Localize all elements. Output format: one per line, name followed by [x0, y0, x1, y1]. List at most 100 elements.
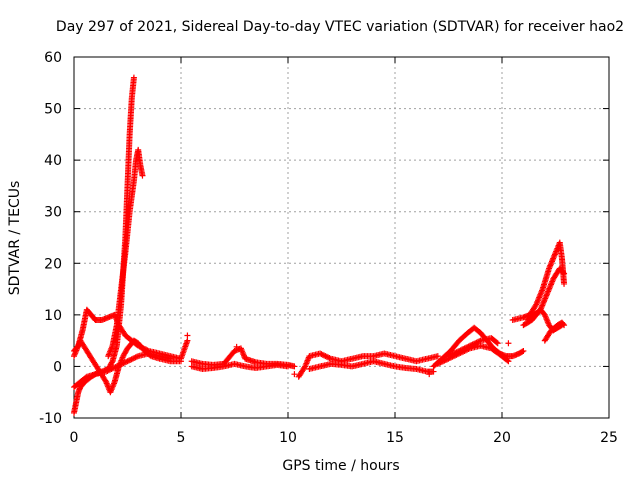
data-point	[461, 345, 468, 352]
y-tick-label: 10	[44, 308, 62, 324]
data-point	[520, 347, 527, 354]
data-point	[466, 342, 473, 349]
data-point	[469, 341, 476, 348]
data-point	[453, 349, 460, 356]
data-point	[120, 360, 127, 367]
series-track-l	[445, 335, 501, 360]
data-point	[107, 366, 114, 373]
data-point	[116, 362, 123, 369]
y-tick-label: 30	[44, 205, 62, 221]
outlier-point	[291, 371, 298, 378]
data-point	[123, 358, 130, 365]
series-track-d	[71, 337, 184, 396]
series-track-k	[434, 342, 512, 367]
outlier-point	[184, 332, 191, 339]
data-point	[108, 359, 115, 366]
x-tick-label: 20	[493, 430, 511, 446]
data-point	[473, 339, 480, 346]
data-point	[133, 353, 140, 360]
outlier-point	[505, 340, 512, 347]
data-point	[323, 353, 330, 360]
data-point	[561, 270, 568, 277]
data-point	[112, 364, 119, 371]
series-track-b	[105, 146, 146, 360]
data-point	[317, 350, 324, 357]
data-point	[119, 360, 126, 367]
data-point	[103, 368, 110, 375]
data-point	[462, 344, 469, 351]
data-point	[108, 366, 115, 373]
series-track-i	[306, 358, 437, 375]
data-point	[124, 358, 131, 365]
x-tick-label: 10	[279, 430, 297, 446]
data-point	[456, 347, 463, 354]
data-point	[111, 364, 118, 371]
x-tick-label: 25	[600, 430, 618, 446]
data-point	[454, 348, 461, 355]
data-point	[129, 355, 136, 362]
x-axis-label: GPS time / hours	[282, 458, 399, 474]
x-tick-label: 0	[70, 430, 79, 446]
data-point	[472, 340, 479, 347]
data-point	[104, 367, 111, 374]
data-point	[325, 354, 332, 361]
data-point	[560, 269, 567, 276]
data-point	[444, 356, 451, 363]
data-point	[446, 352, 453, 359]
y-axis-ticks: -10 0 10 20 30 40 50 60	[39, 50, 609, 427]
data-point	[504, 357, 511, 364]
data-point	[430, 368, 437, 375]
data-point	[476, 338, 483, 345]
data-point	[458, 346, 465, 353]
data-point	[167, 355, 174, 362]
data-point	[127, 356, 134, 363]
data-point	[178, 358, 184, 365]
data-point	[285, 363, 291, 370]
grid-lines	[74, 57, 609, 418]
y-tick-label: 40	[44, 153, 62, 169]
x-tick-label: 15	[386, 430, 404, 446]
data-point	[561, 322, 568, 329]
y-tick-label: 50	[44, 102, 62, 118]
series-track-h	[295, 350, 441, 380]
data-point	[130, 74, 137, 81]
data-point	[470, 340, 477, 347]
plot-frame	[73, 56, 610, 419]
series-track-n	[520, 265, 568, 329]
y-axis-label: SDTVAR / TECUs	[7, 181, 23, 296]
x-axis-ticks: 0 5 10 15 20 25	[70, 57, 618, 446]
x-tick-label: 5	[177, 430, 186, 446]
data-point	[115, 362, 122, 369]
data-point	[139, 172, 146, 179]
data-point	[465, 343, 472, 350]
data-point	[449, 351, 456, 358]
data-point	[434, 353, 441, 360]
data-point	[434, 360, 441, 367]
data-point	[184, 337, 191, 344]
data-point	[560, 321, 567, 328]
data-point	[505, 358, 512, 365]
outlier-point	[233, 343, 240, 350]
data-point	[132, 354, 139, 361]
data-point	[128, 356, 135, 363]
data-point	[109, 365, 116, 372]
data-point	[440, 358, 447, 365]
data-point	[319, 351, 326, 358]
y-tick-label: 0	[53, 359, 62, 375]
data-point	[460, 346, 467, 353]
y-tick-label: -10	[39, 411, 62, 427]
data-point	[450, 350, 457, 357]
data-point	[436, 360, 443, 367]
data-point	[321, 352, 328, 359]
data-marks	[71, 74, 568, 416]
data-point	[468, 342, 475, 349]
data-point	[493, 339, 500, 346]
y-tick-label: 60	[44, 50, 62, 66]
data-point	[441, 357, 448, 364]
data-point	[117, 361, 124, 368]
data-point	[438, 358, 445, 365]
data-point	[452, 349, 459, 356]
data-point	[121, 359, 128, 366]
data-point	[131, 355, 138, 362]
